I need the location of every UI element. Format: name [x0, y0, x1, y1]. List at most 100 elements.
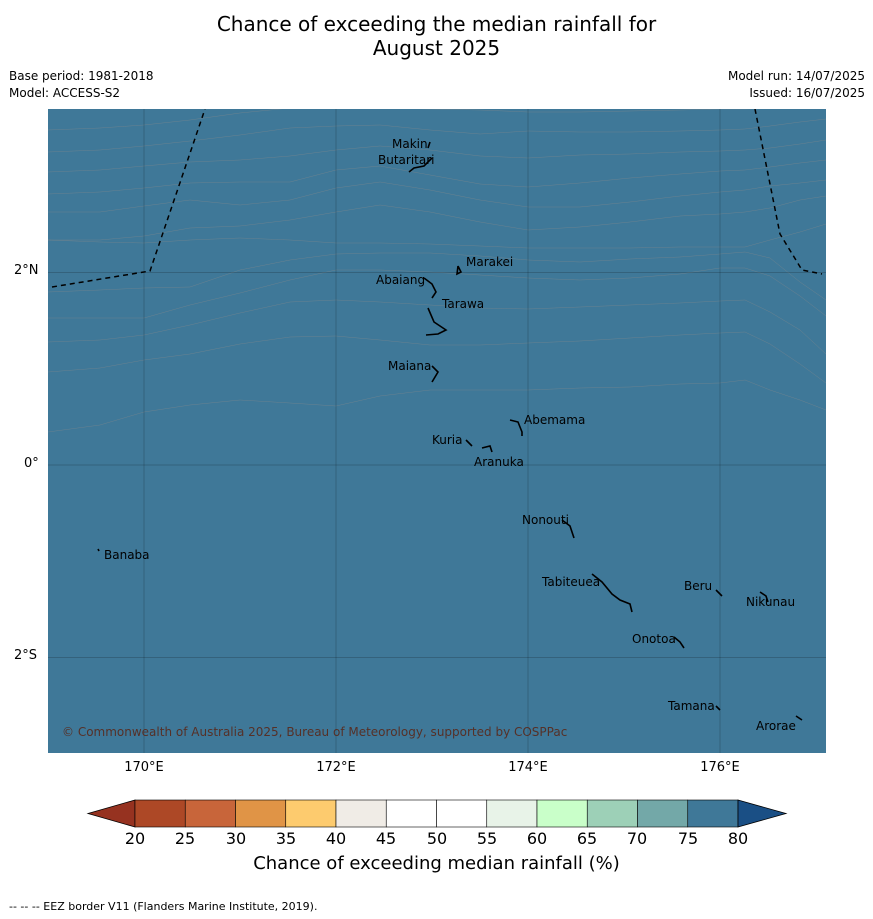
- lon-tick-170e: 170°E: [124, 760, 164, 775]
- meta-right: Model run: 14/07/2025 Issued: 16/07/2025: [728, 68, 865, 102]
- islands: Makin Butaritari Marakei Abaiang Tarawa Maian…: [97, 137, 803, 733]
- cb-tick-25: 25: [174, 829, 196, 848]
- cb-tick-30: 30: [225, 829, 247, 848]
- cb-tick-80: 80: [727, 829, 749, 848]
- island-outline: [465, 439, 473, 447]
- contour-line: [48, 299, 826, 355]
- eez-footnote: -- -- -- EEZ border V11 (Flanders Marine…: [9, 900, 318, 913]
- colorbar-swatch: [285, 799, 337, 828]
- place-label: Aranuka: [474, 455, 524, 469]
- colorbar-swatch: [134, 799, 186, 828]
- place-label: Arorae: [756, 719, 796, 733]
- issued-date: Issued: 16/07/2025: [749, 86, 865, 100]
- colorbar-swatch: [335, 799, 387, 828]
- place-label: Nikunau: [746, 595, 795, 609]
- colorbar-swatch: [486, 799, 538, 828]
- place-label: Butaritari: [378, 153, 435, 167]
- contour-line: [48, 267, 826, 319]
- graticule: [48, 109, 826, 753]
- island-outline: [591, 573, 633, 613]
- place-label: Kuria: [432, 433, 463, 447]
- cb-tick-45: 45: [375, 829, 397, 848]
- place-label: Tarawa: [441, 297, 484, 311]
- cb-tick-35: 35: [275, 829, 297, 848]
- contour-line: [48, 118, 826, 153]
- colorbar-swatch: [184, 799, 236, 828]
- place-label: Onotoa: [632, 632, 676, 646]
- island-outline: [408, 157, 433, 173]
- contour-line: [48, 109, 751, 131]
- island-outline: [759, 591, 769, 603]
- cb-tick-60: 60: [526, 829, 548, 848]
- base-period: Base period: 1981-2018: [9, 69, 154, 83]
- colorbar-swatch: [637, 799, 689, 828]
- island-outline: [715, 589, 723, 597]
- place-label: Banaba: [104, 548, 150, 562]
- contour-line: [48, 179, 826, 213]
- place-label: Maiana: [388, 359, 431, 373]
- colorbar-swatch: [536, 799, 588, 828]
- island-outline: [97, 548, 100, 552]
- contour-line: [48, 379, 826, 433]
- contour-line: [48, 251, 826, 301]
- cb-tick-40: 40: [325, 829, 347, 848]
- place-label: Makin: [392, 137, 428, 151]
- place-label: Tabiteuea: [541, 575, 600, 589]
- title-line-2: August 2025: [372, 36, 501, 60]
- eez-line-west: [51, 109, 206, 288]
- island-outline: [423, 277, 437, 299]
- place-label: Abaiang: [376, 273, 425, 287]
- colorbar: [86, 799, 788, 828]
- cb-tick-70: 70: [626, 829, 648, 848]
- lon-tick-174e: 174°E: [508, 760, 548, 775]
- colorbar-swatch: [436, 799, 488, 828]
- place-label: Beru: [684, 579, 712, 593]
- place-label: Marakei: [466, 255, 513, 269]
- lat-tick-2s: 2°S: [14, 648, 38, 663]
- place-label: Tamana: [667, 699, 715, 713]
- colorbar-swatch: [586, 799, 638, 828]
- cb-tick-55: 55: [476, 829, 498, 848]
- lat-tick-2n: 2°N: [14, 263, 39, 278]
- contour-line: [48, 223, 826, 249]
- probability-bands: [48, 109, 826, 753]
- lat-tick-0: 0°: [24, 456, 39, 471]
- contour-line: [48, 331, 826, 384]
- cb-tick-75: 75: [677, 829, 699, 848]
- copyright-notice: © Commonwealth of Australia 2025, Bureau…: [62, 725, 567, 739]
- contour-line: [48, 195, 826, 241]
- contour-line: [48, 159, 826, 195]
- island-outline: [431, 365, 440, 383]
- colorbar-label: Chance of exceeding median rainfall (%): [253, 853, 620, 874]
- eez-line-east: [754, 109, 823, 275]
- island-outline: [561, 519, 575, 539]
- colorbar-swatch: [385, 799, 437, 828]
- island-outline: [673, 636, 685, 649]
- colorbar-over-arrow: [737, 799, 788, 828]
- colorbar-swatch: [687, 799, 739, 828]
- island-outline: [425, 307, 448, 336]
- colorbar-swatch: [235, 799, 287, 828]
- lon-tick-172e: 172°E: [316, 760, 356, 775]
- island-outline: [427, 141, 431, 149]
- colorbar-under-arrow: [86, 799, 136, 828]
- title-line-1: Chance of exceeding the median rainfall …: [216, 12, 657, 36]
- cb-tick-20: 20: [124, 829, 146, 848]
- model-run: Model run: 14/07/2025: [727, 69, 865, 83]
- meta-left: Base period: 1981-2018 Model: ACCESS-S2: [9, 68, 154, 102]
- probability-band: [48, 109, 826, 753]
- island-outline: [795, 715, 803, 721]
- place-label: Nonouti: [522, 513, 569, 527]
- model-name: Model: ACCESS-S2: [9, 86, 121, 100]
- island-outline: [715, 705, 721, 711]
- cb-tick-50: 50: [426, 829, 448, 848]
- place-label: Abemama: [524, 413, 585, 427]
- map-title: Chance of exceeding the median rainfall …: [0, 12, 873, 60]
- contour-line: [48, 139, 826, 173]
- eez-border: [51, 109, 823, 288]
- island-outline: [456, 265, 463, 276]
- island-outline: [509, 419, 523, 436]
- island-outline: [481, 445, 493, 453]
- cb-tick-65: 65: [576, 829, 598, 848]
